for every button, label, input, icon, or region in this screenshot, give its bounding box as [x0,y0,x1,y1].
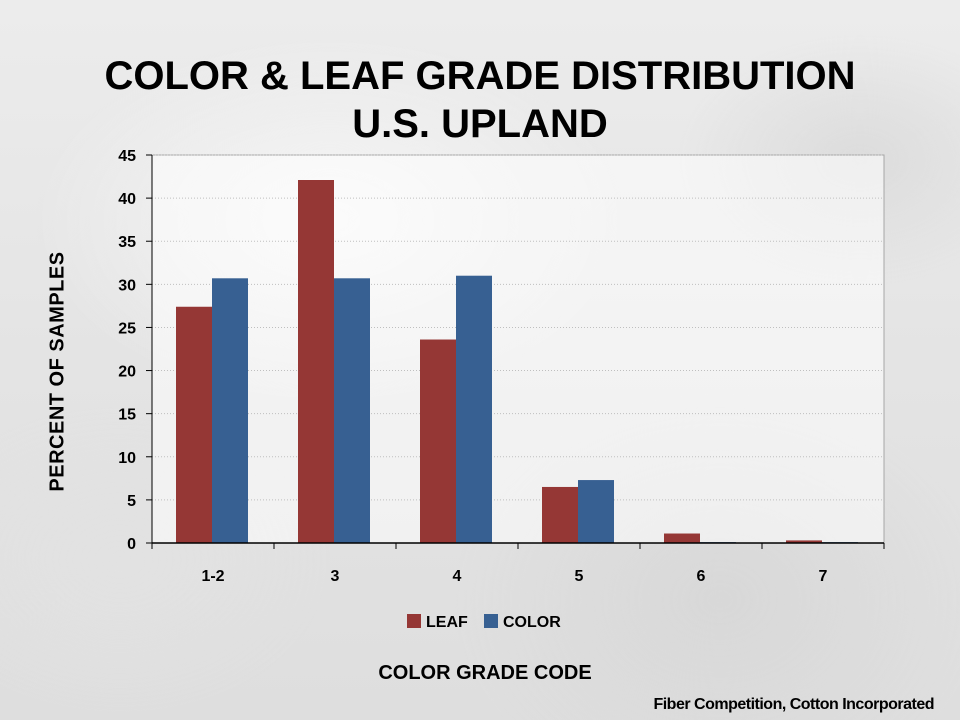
y-tick-label: 40 [118,191,136,208]
plot-area [151,154,885,544]
y-tick-label: 45 [118,148,136,165]
chart-title-line2: U.S. UPLAND [352,102,608,146]
y-tick-label: 5 [127,493,136,510]
bar-leaf [542,486,578,543]
x-tick-label: 7 [819,568,828,585]
y-axis-label: PERCENT OF SAMPLES [46,251,69,492]
x-tick-label: 5 [575,568,584,585]
y-tick-label: 0 [127,536,136,553]
bar-color [334,278,370,543]
x-tick-label: 6 [697,568,706,585]
legend-label-leaf: LEAF [426,614,468,631]
bar-color [212,278,248,543]
chart-title-line1: COLOR & LEAF GRADE DISTRIBUTION [104,54,856,98]
bar-leaf [664,533,700,543]
x-axis-label: COLOR GRADE CODE [378,662,592,684]
y-tick-label: 30 [118,277,136,294]
y-tick-label: 20 [118,364,136,381]
bar-color [578,480,614,543]
legend-swatch-leaf [407,614,421,628]
y-tick-label: 15 [118,407,136,424]
legend-label-color: COLOR [503,614,561,631]
bar-color [456,275,492,543]
bar-leaf [176,306,212,543]
bar-leaf [786,540,822,543]
bar-leaf [420,339,456,543]
y-tick-label: 35 [118,234,136,251]
bar-leaf [298,180,334,543]
x-tick-label: 3 [331,568,340,585]
legend-swatch-color [484,614,498,628]
source-credit: Fiber Competition, Cotton Incorporated [653,696,934,713]
y-tick-label: 10 [118,450,136,467]
x-tick-label: 1-2 [201,568,224,585]
x-tick-label: 4 [453,568,462,585]
y-tick-label: 25 [118,320,136,337]
